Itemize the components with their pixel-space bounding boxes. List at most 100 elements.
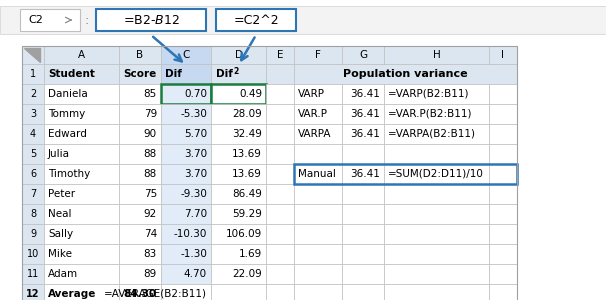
Text: 85: 85 xyxy=(144,89,157,99)
Bar xyxy=(161,84,211,104)
Bar xyxy=(22,124,44,144)
Bar xyxy=(211,46,266,64)
Text: =SUM(D2:D11)/10: =SUM(D2:D11)/10 xyxy=(388,169,484,179)
Text: 10: 10 xyxy=(27,249,39,259)
Text: 7: 7 xyxy=(30,189,36,199)
Text: B: B xyxy=(136,50,144,60)
Bar xyxy=(384,264,489,284)
Text: -10.30: -10.30 xyxy=(174,229,207,239)
Bar xyxy=(294,244,342,264)
Bar xyxy=(44,46,119,64)
Bar xyxy=(211,284,266,300)
Bar xyxy=(294,224,342,244)
Bar xyxy=(342,244,384,264)
Bar xyxy=(294,124,342,144)
Text: 75: 75 xyxy=(144,189,157,199)
Bar xyxy=(161,124,211,144)
Bar xyxy=(384,144,489,164)
Text: 86.49: 86.49 xyxy=(232,189,262,199)
Text: 13.69: 13.69 xyxy=(232,149,262,159)
Bar xyxy=(119,224,161,244)
Bar xyxy=(22,264,44,284)
Text: 88: 88 xyxy=(144,169,157,179)
Bar xyxy=(119,64,161,84)
Bar xyxy=(44,84,119,104)
Bar xyxy=(266,224,294,244)
Bar xyxy=(489,164,517,184)
Bar xyxy=(294,204,342,224)
Bar xyxy=(161,244,211,264)
Text: 74: 74 xyxy=(144,229,157,239)
Text: 89: 89 xyxy=(144,269,157,279)
Text: Sally: Sally xyxy=(48,229,73,239)
Text: 8: 8 xyxy=(30,209,36,219)
Text: Julia: Julia xyxy=(48,149,70,159)
Text: =B2-$B$12: =B2-$B$12 xyxy=(122,14,179,26)
Text: H: H xyxy=(433,50,441,60)
Bar xyxy=(342,84,384,104)
Text: 11: 11 xyxy=(27,269,39,279)
Bar xyxy=(119,204,161,224)
Bar xyxy=(342,46,384,64)
Text: 79: 79 xyxy=(144,109,157,119)
Bar xyxy=(211,64,266,84)
Text: Dif: Dif xyxy=(165,69,182,79)
Bar xyxy=(266,144,294,164)
Bar xyxy=(211,144,266,164)
Bar xyxy=(22,244,44,264)
Text: -5.30: -5.30 xyxy=(180,109,207,119)
Text: 4: 4 xyxy=(30,129,36,139)
Bar xyxy=(266,184,294,204)
Text: Peter: Peter xyxy=(48,189,75,199)
Text: Manual: Manual xyxy=(298,169,336,179)
Bar xyxy=(44,184,119,204)
Text: 7.70: 7.70 xyxy=(184,209,207,219)
Bar xyxy=(211,264,266,284)
Text: Edward: Edward xyxy=(48,129,87,139)
Bar xyxy=(489,284,517,300)
Text: =VARP(B2:B11): =VARP(B2:B11) xyxy=(388,89,470,99)
Text: =VARPA(B2:B11): =VARPA(B2:B11) xyxy=(388,129,476,139)
Bar xyxy=(161,184,211,204)
Bar xyxy=(44,224,119,244)
Bar xyxy=(161,46,211,64)
Bar xyxy=(294,84,342,104)
Bar xyxy=(294,144,342,164)
Bar xyxy=(384,224,489,244)
Bar xyxy=(119,46,161,64)
Bar xyxy=(266,264,294,284)
Bar xyxy=(342,124,384,144)
Bar xyxy=(211,164,266,184)
Bar xyxy=(266,284,294,300)
Bar xyxy=(266,104,294,124)
Bar xyxy=(211,224,266,244)
Text: =VAR.P(B2:B11): =VAR.P(B2:B11) xyxy=(388,109,473,119)
Bar xyxy=(384,84,489,104)
Text: 3.70: 3.70 xyxy=(184,149,207,159)
Text: VARPA: VARPA xyxy=(298,129,331,139)
Text: -9.30: -9.30 xyxy=(180,189,207,199)
Bar xyxy=(22,224,44,244)
Text: 5: 5 xyxy=(30,149,36,159)
Bar xyxy=(22,184,44,204)
Text: Neal: Neal xyxy=(48,209,72,219)
Polygon shape xyxy=(24,48,40,62)
Bar xyxy=(44,264,119,284)
Text: 22.09: 22.09 xyxy=(232,269,262,279)
Text: C: C xyxy=(182,50,190,60)
Text: 84.30: 84.30 xyxy=(124,289,157,299)
Text: E: E xyxy=(277,50,283,60)
Bar xyxy=(211,84,266,104)
Text: Student: Student xyxy=(48,69,95,79)
Bar xyxy=(161,64,211,84)
Text: 6: 6 xyxy=(30,169,36,179)
Text: 13.69: 13.69 xyxy=(232,169,262,179)
Text: 83: 83 xyxy=(144,249,157,259)
Bar xyxy=(119,184,161,204)
Bar xyxy=(44,284,119,300)
Bar xyxy=(489,84,517,104)
Bar xyxy=(294,46,342,64)
Bar xyxy=(266,244,294,264)
Text: 92: 92 xyxy=(144,209,157,219)
Bar xyxy=(44,244,119,264)
